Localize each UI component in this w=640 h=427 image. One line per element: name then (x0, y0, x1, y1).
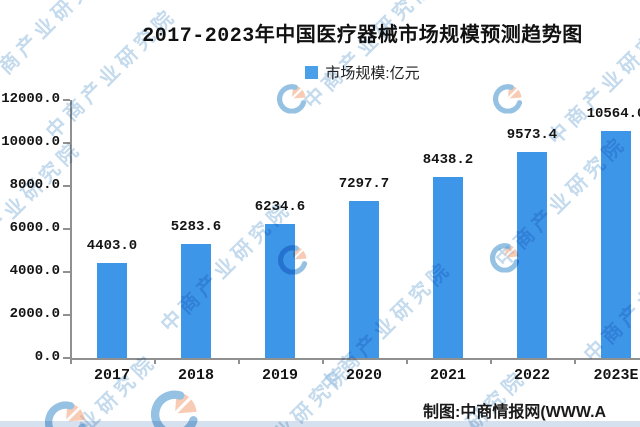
x-axis-category-label: 2023E (593, 367, 639, 384)
bar-2022 (517, 152, 547, 358)
bar-2023E (601, 130, 631, 358)
bar-value-label: 6234.6 (254, 198, 306, 215)
x-axis-category-label: 2020 (345, 367, 382, 384)
y-axis-tick-label: 6000.0 (9, 220, 60, 236)
chart-title: 2017-2023年中国医疗器械市场规模预测趋势图 (142, 25, 583, 48)
legend-label: 市场规模:亿元 (325, 65, 420, 82)
y-axis-tick (63, 357, 70, 359)
bar-2017 (97, 263, 127, 358)
x-axis-tick (406, 358, 408, 364)
bottom-strip (0, 421, 640, 427)
y-axis-tick-label: 8000.0 (9, 177, 60, 193)
x-axis-tick (238, 358, 240, 364)
legend-swatch-icon (305, 66, 319, 79)
bar-value-label: 7297.7 (338, 176, 390, 193)
x-axis-category-label: 2018 (177, 367, 214, 384)
y-axis-tick (63, 228, 70, 230)
bar-2018 (181, 244, 211, 358)
attribution-text: 制图:中商情报网(WWW.A (423, 404, 607, 421)
y-axis-tick (63, 271, 70, 273)
x-axis-category-label: 2017 (93, 367, 130, 384)
y-axis-tick-label: 12000.0 (1, 91, 60, 107)
x-axis-tick (574, 358, 576, 364)
y-axis-tick-label: 0.0 (34, 349, 60, 365)
bar-value-label: 4403.0 (86, 238, 138, 255)
x-axis-line (70, 358, 640, 360)
bar-2019 (265, 223, 295, 358)
y-axis-tick-label: 10000.0 (1, 134, 60, 150)
y-axis-tick (63, 185, 70, 187)
x-axis-tick (322, 358, 324, 364)
bar-2020 (349, 201, 379, 358)
x-axis-category-label: 2021 (429, 367, 466, 384)
bar-value-label: 5283.6 (170, 219, 222, 236)
bar-value-label: 8438.2 (422, 151, 474, 168)
y-axis-tick (63, 99, 70, 101)
x-axis-tick (154, 358, 156, 364)
x-axis-category-label: 2022 (513, 367, 550, 384)
legend: 市场规模:亿元 (70, 62, 640, 83)
y-axis-line (70, 100, 72, 358)
bar-value-label: 9573.4 (506, 127, 558, 144)
bar-value-label: 10564.0 (586, 105, 640, 122)
y-axis-tick-label: 2000.0 (9, 306, 60, 322)
x-axis-category-label: 2019 (261, 367, 298, 384)
y-axis-tick-label: 4000.0 (9, 263, 60, 279)
x-axis-tick (70, 358, 72, 364)
x-axis-tick (490, 358, 492, 364)
bar-2021 (433, 176, 463, 358)
y-axis-tick (63, 314, 70, 316)
y-axis-tick (63, 142, 70, 144)
